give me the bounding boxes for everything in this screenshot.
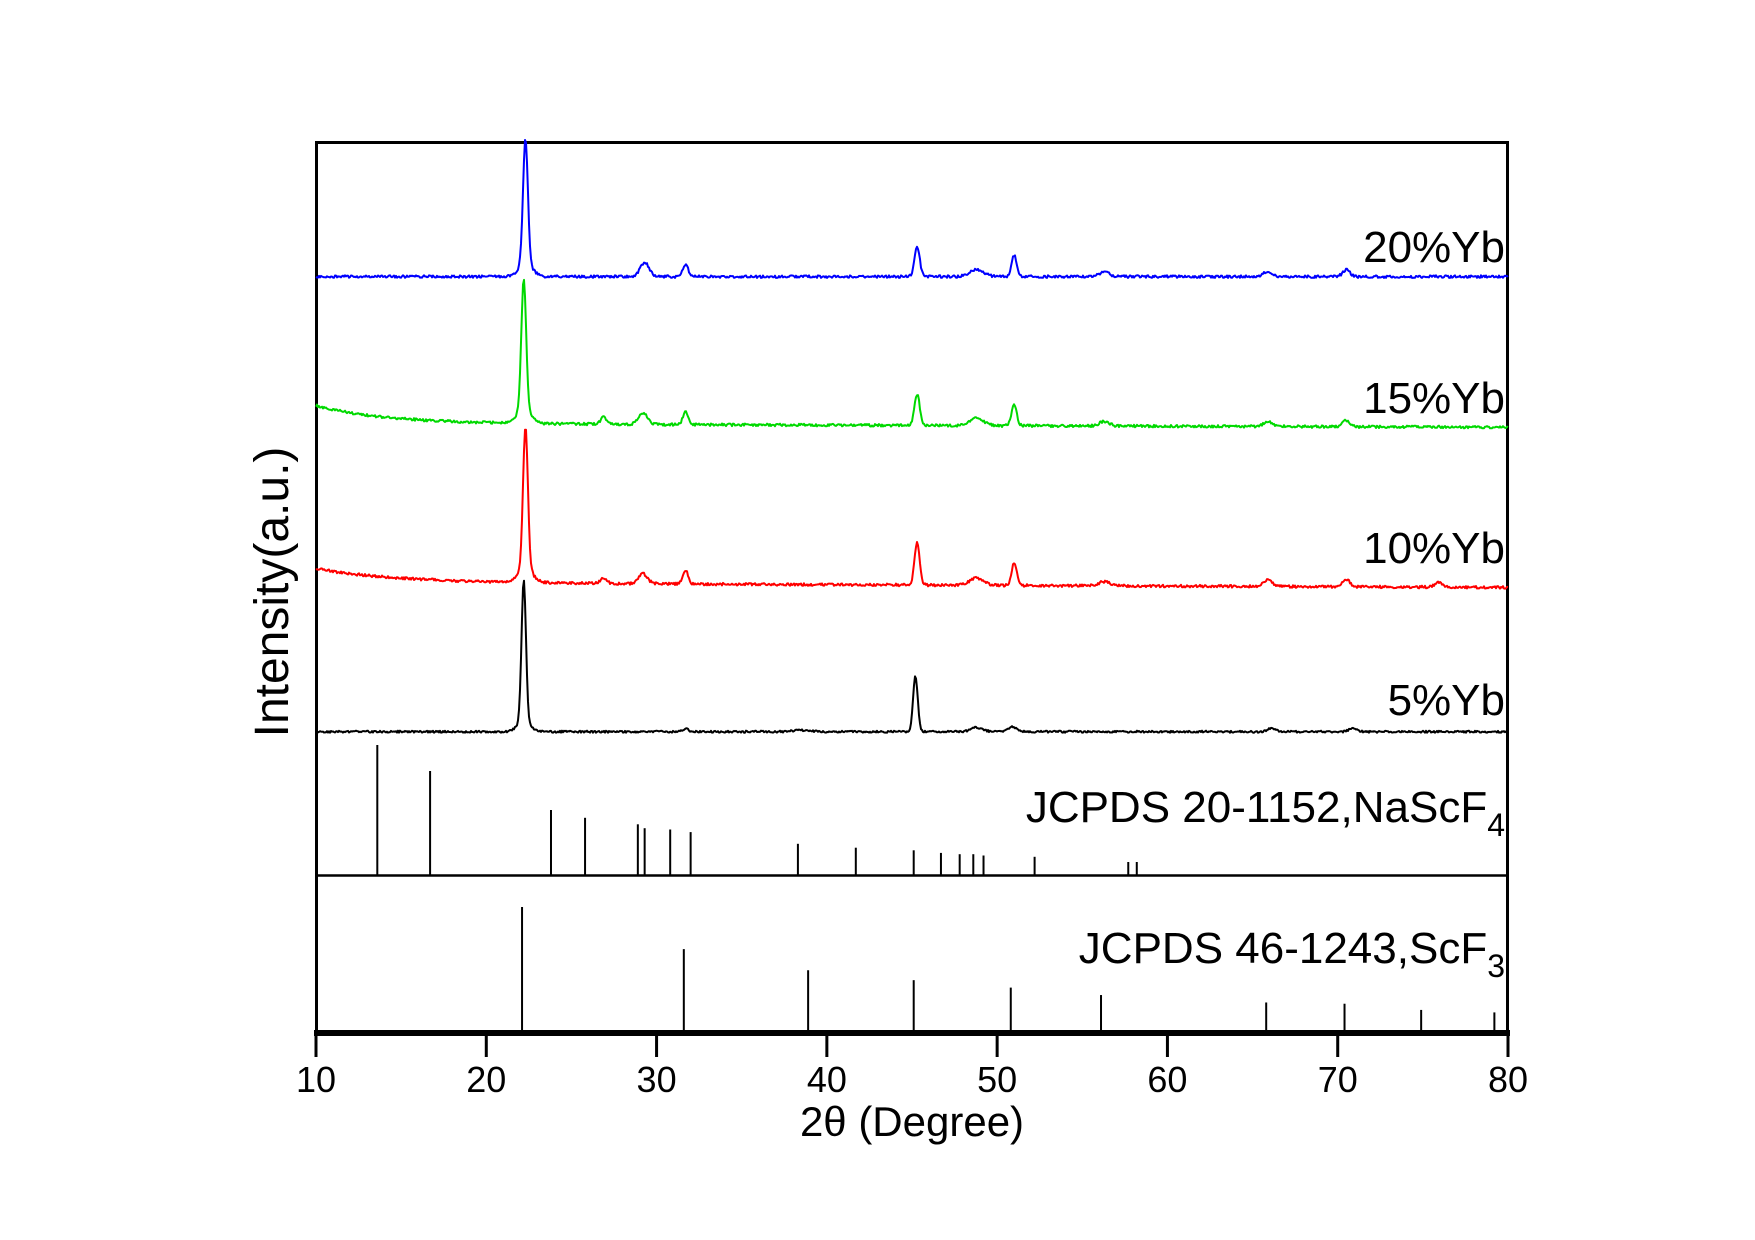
x-tick-label-30: 30 <box>637 1059 677 1100</box>
x-tick-label-20: 20 <box>466 1059 506 1100</box>
trace-label-15yb: 15%Yb <box>1363 374 1505 423</box>
x-tick-label-50: 50 <box>977 1059 1017 1100</box>
x-axis-ticks: 10 20 30 40 50 60 70 80 <box>296 1036 1528 1100</box>
x-tick-label-60: 60 <box>1147 1059 1187 1100</box>
jcpds-nascf4-label-base: JCPDS 20-1152,NaScF <box>1026 783 1487 832</box>
trace-label-5yb: 5%Yb <box>1388 676 1505 725</box>
y-axis-label: Intensity(a.u.) <box>246 447 299 738</box>
x-tick-label-10: 10 <box>296 1059 336 1100</box>
xrd-trace-15pctYb <box>315 278 1509 430</box>
xrd-traces <box>315 139 1509 734</box>
xrd-trace-20pctYb <box>315 139 1509 279</box>
x-axis-label: 2θ (Degree) <box>800 1098 1024 1145</box>
reference-stick-patterns <box>376 745 1496 1031</box>
xrd-trace-5pctYb <box>315 579 1509 734</box>
jcpds-nascf4-label-subscript: 4 <box>1487 807 1505 843</box>
x-tick-label-40: 40 <box>807 1059 847 1100</box>
stick-pattern-scf3 <box>521 907 1496 1031</box>
xrd-trace-10pctYb <box>315 428 1509 590</box>
x-tick-label-80: 80 <box>1488 1059 1528 1100</box>
jcpds-nascf4-label: JCPDS 20-1152,NaScF4 <box>1026 783 1505 843</box>
trace-label-20yb: 20%Yb <box>1363 223 1505 272</box>
x-tick-label-70: 70 <box>1318 1059 1358 1100</box>
jcpds-scf3-label: JCPDS 46-1243,ScF3 <box>1079 924 1505 984</box>
stick-pattern-nascf4 <box>376 745 1138 875</box>
jcpds-scf3-label-base: JCPDS 46-1243,ScF <box>1079 924 1487 973</box>
jcpds-scf3-label-subscript: 3 <box>1487 948 1505 984</box>
trace-label-10yb: 10%Yb <box>1363 524 1505 573</box>
